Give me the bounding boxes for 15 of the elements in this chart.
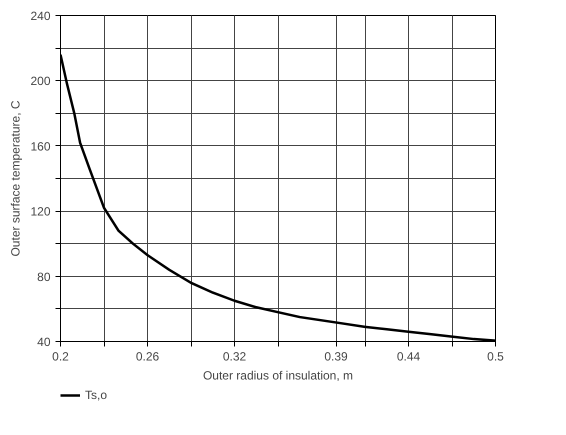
y-axis-title: Outer surface temperature, C — [8, 100, 22, 257]
x-tick-label: 0.5 — [487, 350, 504, 364]
legend-label: Ts,o — [85, 388, 108, 402]
y-tick-label: 120 — [30, 204, 51, 219]
x-tick-label: 0.26 — [136, 350, 160, 364]
x-tick-label: 0.32 — [222, 350, 247, 364]
x-axis-title: Outer radius of insulation, m — [202, 368, 354, 382]
x-tick-label: 0.44 — [396, 350, 421, 364]
x-tick-label: 0.39 — [324, 350, 348, 364]
y-tick-label: 80 — [37, 270, 51, 284]
y-tick-label: 160 — [30, 139, 51, 154]
y-tick-label: 40 — [37, 335, 51, 349]
x-tick-label: 0.2 — [52, 350, 70, 364]
y-tick-label: 200 — [30, 74, 51, 88]
y-tick-label: 240 — [30, 9, 51, 23]
